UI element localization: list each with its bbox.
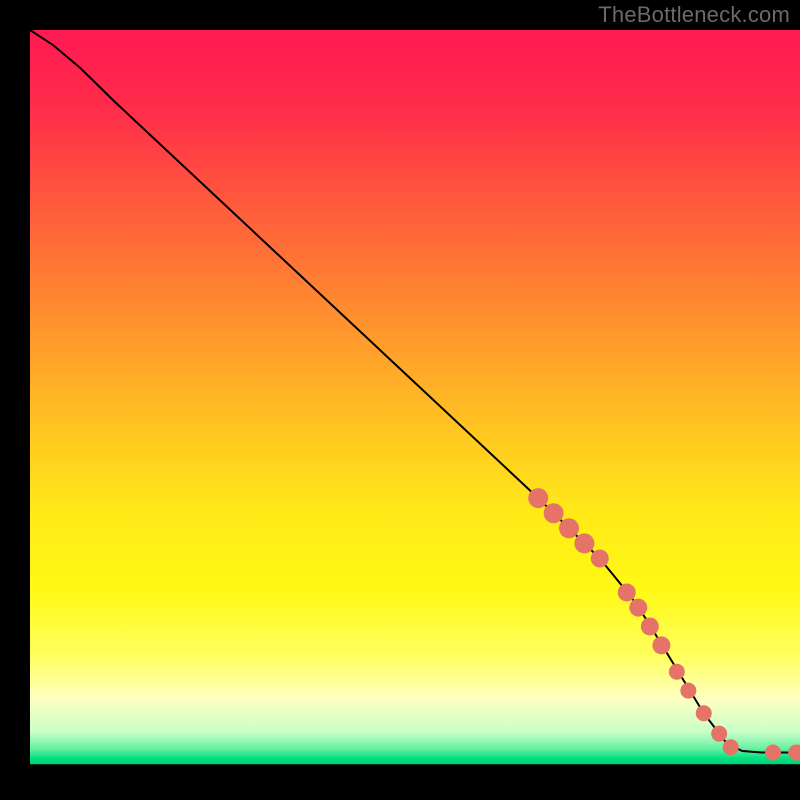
data-marker [765,745,781,761]
data-marker [544,503,564,523]
data-marker [680,683,696,699]
plot-area [30,30,800,785]
data-marker [723,739,739,755]
watermark-text: TheBottleneck.com [598,2,790,28]
data-marker [618,583,636,601]
data-marker [652,636,670,654]
plot-svg [30,30,800,785]
data-marker [591,550,609,568]
data-marker [528,488,548,508]
data-marker [711,726,727,742]
chart-frame: TheBottleneck.com [0,0,800,800]
data-marker [574,533,594,553]
data-marker [629,599,647,617]
data-marker [559,518,579,538]
data-marker [669,664,685,680]
data-marker [696,705,712,721]
data-marker [641,617,659,635]
